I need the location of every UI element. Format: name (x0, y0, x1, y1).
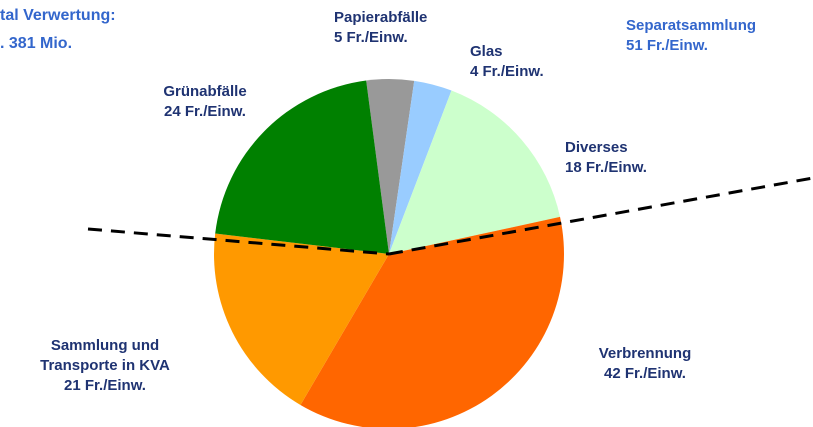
value-label: 4 Fr./Einw. (470, 63, 544, 80)
slice (389, 90, 561, 254)
slice (389, 80, 452, 255)
title: tal Verwertung: (0, 7, 116, 24)
category-label: Sammlung und Transporte in KVA (40, 337, 170, 374)
slice-label: Verbrennung 42 Fr./Einw. (575, 344, 715, 384)
slice (366, 79, 415, 255)
slice-label: Papierabfälle 5 Fr./Einw. (334, 8, 427, 48)
category-label: Diverses (565, 139, 628, 156)
value-label: 24 Fr./Einw. (164, 103, 246, 120)
value-label: 21 Fr./Einw. (64, 377, 146, 394)
annotation: Separatsammlung (626, 17, 757, 34)
slice (215, 80, 389, 254)
slice (213, 233, 389, 405)
title: . 381 Mio. (0, 35, 73, 52)
value-label: 42 Fr./Einw. (604, 365, 686, 382)
category-label: Grünabfälle (163, 83, 247, 100)
slice-label: Grünabfälle 24 Fr./Einw. (140, 82, 270, 122)
slice (300, 216, 564, 427)
annotation: 51 Fr./Einw. (626, 37, 708, 54)
category-label: Glas (470, 43, 503, 60)
category-label: Verbrennung (598, 345, 692, 362)
slice-label: Glas 4 Fr./Einw. (470, 42, 544, 82)
divider (87, 227, 390, 256)
slice-label: Diverses 18 Fr./Einw. (565, 138, 647, 178)
divider (388, 176, 813, 256)
value-label: 5 Fr./Einw. (334, 29, 408, 46)
slice-label: Sammlung und Transporte in KVA 21 Fr./Ein… (20, 336, 190, 396)
category-label: Papierabfälle (334, 9, 428, 26)
value-label: 18 Fr./Einw. (565, 159, 647, 176)
